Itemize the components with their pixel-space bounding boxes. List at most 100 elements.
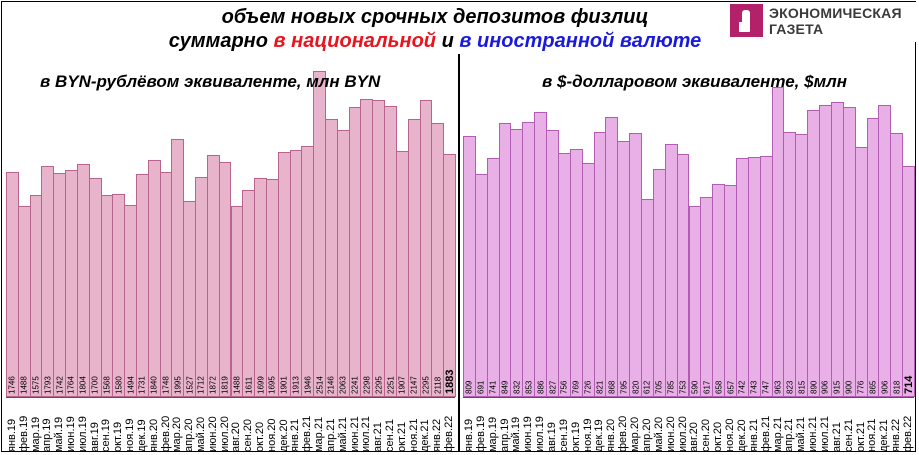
x-tick-label: окт.19 (112, 421, 125, 452)
logo: ЭКОНОМИЧЕСКАЯ ГАЗЕТА (727, 2, 917, 42)
x-tick-label: апр.21 (324, 418, 337, 452)
bar-value-label: 756 (559, 380, 569, 394)
x-tick-label: ноя.20 (724, 418, 737, 452)
bar-value-label: 1804 (78, 376, 88, 394)
bar-value-label: 820 (631, 380, 641, 394)
bar-value-label: 1746 (7, 376, 17, 394)
x-tick-label: янв.21 (289, 418, 302, 452)
logo-line1: ЭКОНОМИЧЕСКАЯ (769, 5, 902, 21)
x-tick-label: фев.20 (159, 415, 172, 452)
bar-value-label: 1575 (31, 376, 41, 394)
bar-value-label: 827 (548, 380, 557, 394)
x-tick-label: мар.21 (771, 416, 784, 452)
x-tick-label: ноя.21 (866, 418, 879, 452)
bar-value-label: 1712 (196, 376, 206, 394)
x-tick-label: июл.21 (360, 416, 373, 452)
x-tick-label: фев.19 (474, 415, 487, 452)
x-tick-label: ноя.19 (581, 418, 594, 452)
x-tick-label: июн.20 (206, 416, 219, 452)
bar-value-label: 617 (702, 380, 712, 394)
bar-value-label: 1527 (185, 376, 195, 394)
bar-value-label: 906 (880, 380, 890, 394)
x-tick-label: июл.19 (534, 416, 547, 452)
bar-value-label: 1819 (220, 376, 230, 394)
logo-text: ЭКОНОМИЧЕСКАЯ ГАЗЕТА (769, 5, 902, 37)
bar-value-label: 590 (690, 380, 700, 394)
bar-value-label: 809 (464, 380, 474, 394)
bar-value-label: 785 (666, 380, 676, 394)
x-tick-label: сен.21 (384, 419, 396, 452)
x-tick-label: янв.21 (747, 418, 760, 452)
bar-value-label: 1700 (90, 376, 100, 394)
x-tick-label: июл.20 (676, 416, 689, 452)
bar-value-label: 1699 (256, 376, 266, 394)
x-tick-label: дек.19 (593, 419, 606, 452)
bar-value-label: 1568 (102, 376, 112, 394)
bar-value-label: 2241 (350, 376, 360, 394)
bar-value-label: 906 (820, 380, 830, 394)
bar-value-label: 1488 (232, 376, 242, 394)
x-tick-label: апр.21 (783, 418, 796, 452)
x-tick-label: май.21 (795, 416, 808, 452)
bar-value-label: 1872 (208, 376, 218, 394)
bar-value-label: 742 (737, 380, 747, 394)
bar-value-label: 743 (749, 380, 759, 394)
x-tick-label: фев.21 (759, 415, 772, 452)
x-tick-label: авг.19 (88, 422, 101, 452)
x-tick-label: июл.19 (76, 416, 89, 452)
bar-value-label: 1611 (244, 376, 254, 394)
bar-value-label: 691 (476, 380, 486, 394)
x-tick-label: дек.21 (419, 419, 432, 452)
x-tick-label: дек.21 (878, 419, 891, 452)
bar-value-label: 1883 (443, 369, 456, 394)
x-tick-label: авг.19 (546, 422, 558, 452)
bar-value-label: 832 (512, 380, 522, 394)
bar-value-label: 865 (868, 380, 878, 394)
x-tick-label: июн.21 (807, 416, 820, 452)
bar-value-label: 747 (761, 380, 771, 394)
bar-value-label: 900 (844, 380, 854, 394)
x-tick-label: янв.22 (890, 418, 903, 452)
bar-value-label: 2251 (386, 376, 395, 394)
left-chart-subtitle: в BYN-рублёвом эквиваленте, млн BYN (40, 72, 381, 91)
bar-value-label: 2514 (315, 376, 325, 394)
bar-value-label: 769 (571, 380, 581, 394)
title-conjunction: и (436, 30, 460, 52)
bar-value-label: 890 (809, 380, 819, 394)
bar-value-label: 915 (832, 380, 842, 394)
x-tick-label: мар.20 (629, 416, 642, 452)
bar: 1883 (443, 154, 456, 397)
bar-value-label: 853 (524, 380, 534, 394)
x-tick-label: май.19 (510, 416, 523, 452)
bar-value-label: 795 (619, 380, 629, 394)
x-tick-label: фев.20 (617, 415, 630, 452)
x-tick-label: апр.19 (498, 418, 511, 452)
bar-value-label: 1793 (43, 376, 53, 394)
bar-value-label: 753 (678, 380, 688, 394)
x-tick-label: май.19 (53, 416, 66, 452)
x-tick-label: сен.20 (700, 419, 713, 452)
bar-value-label: 2295 (421, 376, 431, 394)
bar-value-label: 2063 (338, 376, 348, 394)
bar-value-label: 849 (500, 380, 510, 394)
x-tick-label: июн.19 (64, 416, 77, 452)
x-tick-label: янв.22 (431, 418, 444, 452)
x-tick-label: окт.20 (254, 421, 267, 452)
x-tick-label: фев.19 (17, 415, 30, 452)
x-tick-label: ноя.19 (124, 418, 137, 452)
x-tick-label: фев.22 (902, 415, 915, 452)
x-tick-label: фев.21 (301, 415, 314, 452)
logo-line2: ГАЗЕТА (769, 21, 824, 37)
bar-value-label: 612 (642, 380, 652, 394)
x-tick-label: май.21 (336, 416, 349, 452)
bar-value-label: 1742 (55, 376, 65, 394)
x-tick-label: май.20 (652, 416, 665, 452)
bar-value-label: 821 (595, 380, 605, 394)
x-tick-label: сен.19 (100, 419, 113, 452)
x-tick-label: июн.19 (522, 416, 535, 452)
x-tick-label: апр.20 (640, 418, 653, 452)
bar: 714 (902, 166, 915, 397)
bar-value-label: 1748 (161, 376, 171, 394)
x-tick-label: окт.21 (854, 421, 867, 452)
x-tick-label: окт.19 (569, 421, 582, 452)
